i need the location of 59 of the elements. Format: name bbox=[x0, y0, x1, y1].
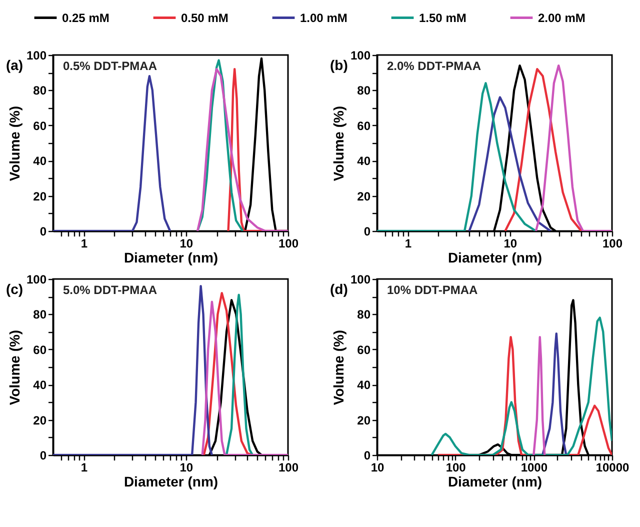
annotation: 0.5% DDT-PMAA bbox=[63, 59, 158, 73]
x-tick-label: 10 bbox=[370, 460, 384, 474]
x-tick-label: 10000 bbox=[596, 460, 630, 474]
annotation: 10% DDT-PMAA bbox=[387, 283, 478, 297]
chart-title: (b) bbox=[330, 57, 348, 73]
x-axis-title: Diameter (nm) bbox=[124, 250, 218, 266]
y-axis-title: Volume (%) bbox=[330, 330, 346, 406]
y-tick-label: 60 bbox=[33, 118, 47, 133]
y-tick-label: 40 bbox=[357, 378, 371, 392]
legend-label: 2.00 mM bbox=[538, 10, 586, 25]
x-tick-label: 1 bbox=[404, 236, 412, 250]
annotation: 5.0% DDT-PMAA bbox=[63, 283, 158, 297]
line-series bbox=[532, 336, 546, 455]
y-tick-label: 80 bbox=[33, 84, 47, 98]
y-axis-title: Volume (%) bbox=[6, 330, 22, 406]
y-tick-label: 20 bbox=[33, 189, 47, 204]
y-tick-label: 60 bbox=[357, 118, 371, 133]
y-axis-title: Volume (%) bbox=[6, 106, 22, 182]
y-tick-label: 20 bbox=[33, 413, 47, 428]
legend-label: 0.25 mM bbox=[62, 10, 110, 25]
y-tick-label: 20 bbox=[357, 189, 371, 204]
chart-title: (c) bbox=[6, 281, 24, 297]
y-tick-label: 60 bbox=[33, 342, 47, 357]
y-tick-label: 0 bbox=[40, 448, 47, 462]
y-tick-label: 80 bbox=[33, 308, 47, 322]
y-tick-label: 0 bbox=[40, 224, 47, 238]
x-tick-label: 10 bbox=[180, 460, 194, 474]
x-tick-label: 10 bbox=[180, 236, 194, 250]
x-tick-label: 100 bbox=[602, 236, 623, 250]
x-tick-label: 100 bbox=[278, 236, 299, 250]
y-tick-label: 100 bbox=[350, 272, 371, 286]
x-tick-label: 1 bbox=[80, 460, 88, 474]
y-axis-title: Volume (%) bbox=[330, 106, 346, 182]
y-tick-label: 80 bbox=[357, 84, 371, 98]
x-tick-label: 1000 bbox=[520, 460, 548, 474]
y-tick-label: 60 bbox=[357, 342, 371, 357]
x-axis-title: Diameter (nm) bbox=[448, 474, 542, 490]
y-tick-label: 40 bbox=[33, 154, 47, 168]
y-tick-label: 0 bbox=[364, 224, 371, 238]
y-tick-label: 40 bbox=[33, 378, 47, 392]
chart-title: (a) bbox=[6, 57, 24, 73]
x-axis-title: Diameter (nm) bbox=[448, 250, 542, 266]
y-tick-label: 100 bbox=[26, 272, 47, 286]
x-axis-title: Diameter (nm) bbox=[124, 474, 218, 490]
chart-title: (d) bbox=[330, 281, 348, 297]
annotation: 2.0% DDT-PMAA bbox=[387, 59, 482, 73]
x-tick-label: 100 bbox=[446, 460, 466, 474]
y-tick-label: 20 bbox=[357, 413, 371, 428]
y-tick-label: 0 bbox=[364, 448, 371, 462]
y-tick-label: 100 bbox=[26, 48, 47, 62]
legend-label: 1.00 mM bbox=[300, 10, 348, 25]
legend-label: 1.50 mM bbox=[419, 10, 466, 25]
x-tick-label: 100 bbox=[278, 460, 299, 474]
y-tick-label: 100 bbox=[350, 48, 371, 62]
y-tick-label: 80 bbox=[357, 308, 371, 322]
x-tick-label: 1 bbox=[80, 236, 88, 250]
legend-label: 0.50 mM bbox=[181, 10, 228, 25]
x-tick-label: 10 bbox=[504, 236, 518, 250]
y-tick-label: 40 bbox=[357, 154, 371, 168]
